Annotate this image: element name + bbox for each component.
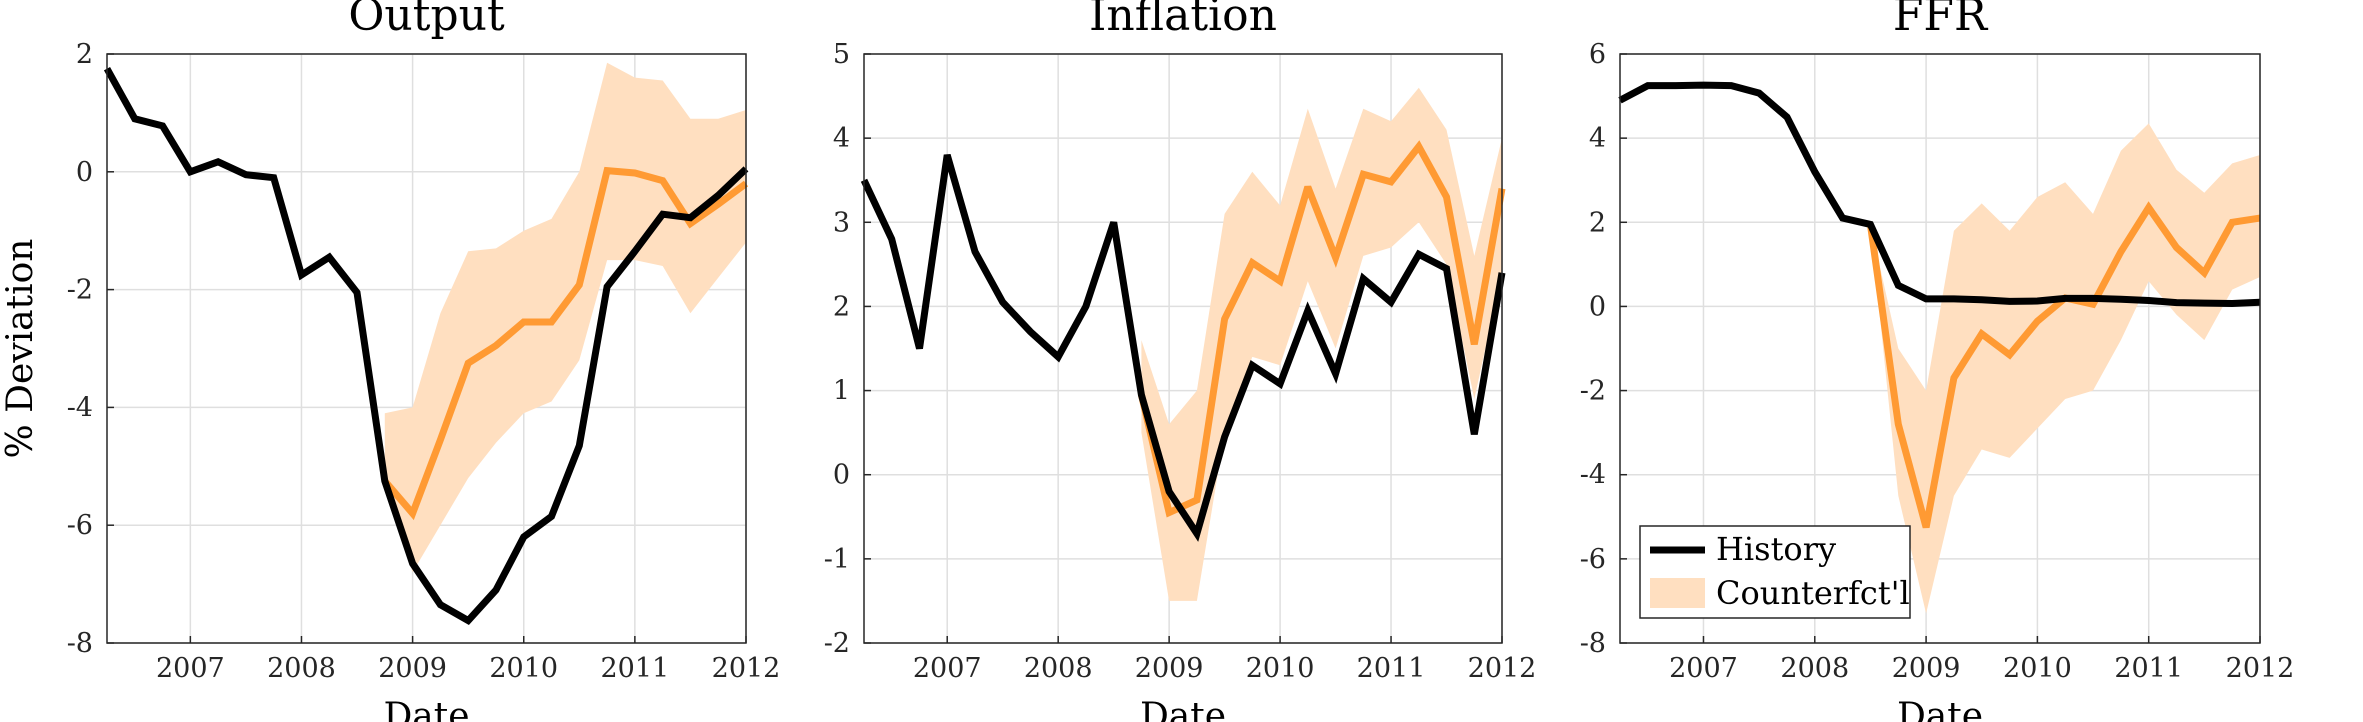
y-axis-label: % Deviation: [0, 239, 41, 459]
y-tick-label: 5: [833, 39, 850, 70]
y-tick-label: -6: [67, 510, 93, 541]
y-tick-label: -2: [1580, 376, 1606, 407]
x-tick-label: 2008: [1024, 653, 1093, 684]
x-tick-label: 2007: [156, 653, 225, 684]
x-tick-label: 2011: [1357, 653, 1426, 684]
y-tick-label: 2: [1589, 207, 1606, 238]
x-tick-label: 2009: [378, 653, 447, 684]
x-tick-label: 2012: [712, 653, 781, 684]
x-tick-label: 2010: [2003, 653, 2072, 684]
x-tick-label: 2008: [267, 653, 336, 684]
x-axis-label: Date: [1897, 696, 1983, 722]
confidence-band: [1870, 123, 2260, 614]
history-line: [103, 67, 749, 626]
x-tick-label: 2007: [1669, 653, 1738, 684]
panel-output: 2007 2008 2009 2010 2011 2012 -8 -6 -4 -2 0 2 Output…: [0, 0, 780, 722]
x-tick-label: 2010: [489, 653, 558, 684]
y-tick-label: 0: [76, 157, 93, 188]
x-tick-label: 2012: [1468, 653, 1537, 684]
x-tick-label: 2011: [601, 653, 670, 684]
y-tick-label: 2: [833, 291, 850, 322]
history-line: [1618, 81, 2261, 308]
axes-box: [1619, 53, 2261, 644]
x-tick-label: 2009: [1135, 653, 1204, 684]
y-tick-label: 0: [833, 460, 850, 491]
y-tick-label: -4: [67, 392, 93, 423]
x-axis-label: Date: [1140, 696, 1226, 722]
chart-title: Inflation: [1089, 0, 1277, 41]
legend-counterfactual-label: Counterfct'l: [1716, 574, 1910, 612]
legend: History Counterfct'l: [1639, 525, 1911, 619]
y-tick-label: -4: [1580, 460, 1606, 491]
x-axis-label: Date: [383, 696, 469, 722]
y-tick-label: 1: [833, 376, 850, 407]
x-tick-label: 2008: [1780, 653, 1849, 684]
x-tick-label: 2012: [2226, 653, 2295, 684]
y-tick-label: 4: [1589, 123, 1606, 154]
y-tick-label: -8: [1580, 628, 1606, 659]
chart-title: Output: [348, 0, 505, 41]
chart-title: FFR: [1893, 0, 1989, 41]
axes-box: [863, 53, 1503, 644]
y-tick-label: -8: [67, 628, 93, 659]
legend-history-label: History: [1716, 530, 1836, 568]
y-tick-label: 3: [833, 207, 850, 238]
panel-ffr: 2007 2008 2009 2010 2011 2012 -8 -6 -4 -2 0 2 4 6 FFR D…: [1580, 0, 2295, 722]
y-tick-label: -6: [1580, 544, 1606, 575]
confidence-band: [384, 62, 746, 573]
x-tick-label: 2009: [1892, 653, 1961, 684]
y-tick-label: -1: [824, 544, 850, 575]
y-tick-label: 6: [1589, 39, 1606, 70]
legend-counterfactual-swatch: [1650, 578, 1705, 608]
y-tick-label: -2: [824, 628, 850, 659]
counterfactual-line: [1137, 140, 1506, 518]
axes-box: [106, 53, 747, 644]
y-tick-label: 0: [1589, 291, 1606, 322]
y-tick-label: -2: [67, 275, 93, 306]
x-tick-label: 2011: [2114, 653, 2183, 684]
y-tick-label: 4: [833, 123, 850, 154]
confidence-band: [1141, 87, 1502, 601]
panel-inflation: 2007 2008 2009 2010 2011 2012 -2 -1 0 1 2 3 4 5 Inflat…: [824, 0, 1537, 722]
history-line: [860, 154, 1506, 542]
x-tick-label: 2007: [913, 653, 982, 684]
y-tick-label: 2: [76, 39, 93, 70]
x-tick-label: 2010: [1246, 653, 1315, 684]
